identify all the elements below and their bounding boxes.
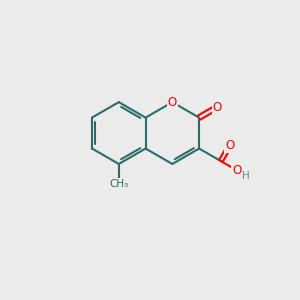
Text: O: O <box>168 96 177 109</box>
Text: CH₃: CH₃ <box>109 179 128 189</box>
Text: O: O <box>225 139 235 152</box>
Text: O: O <box>213 100 222 113</box>
Text: O: O <box>232 164 241 177</box>
Text: H: H <box>242 171 250 181</box>
